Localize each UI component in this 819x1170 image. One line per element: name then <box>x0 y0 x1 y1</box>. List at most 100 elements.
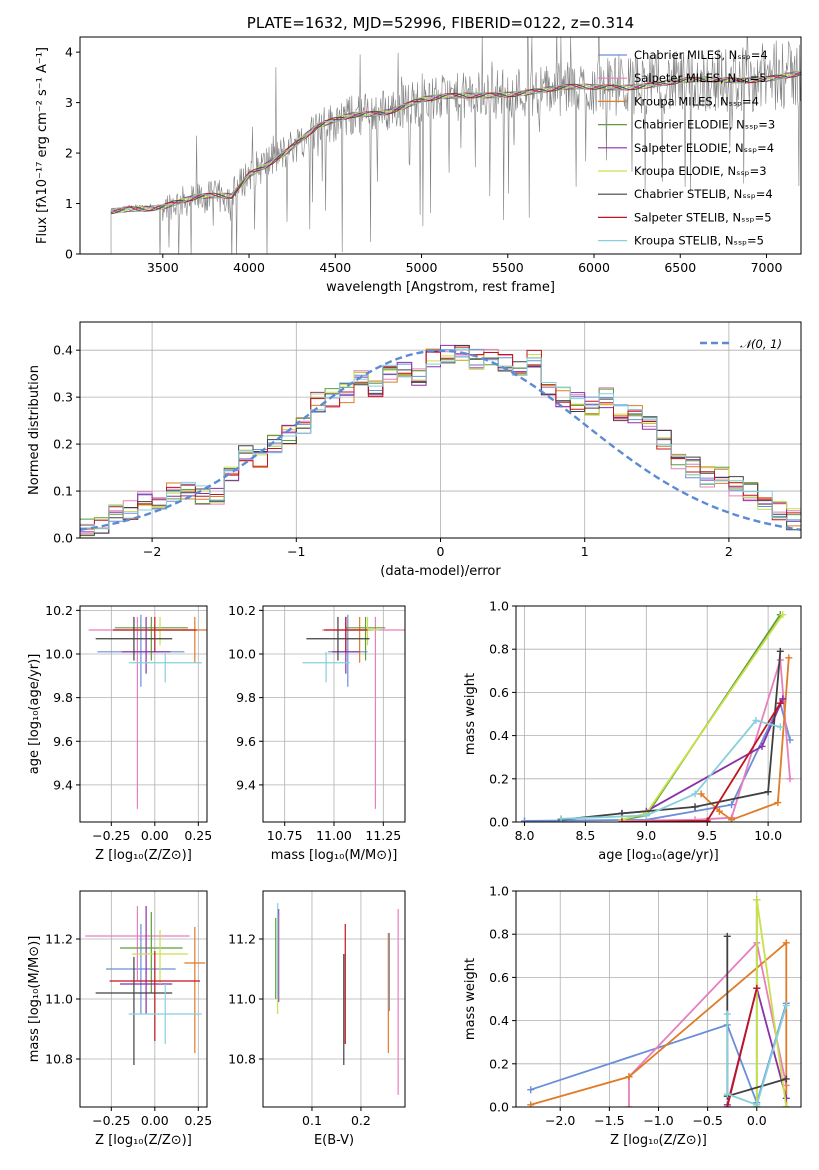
x-tick-label: 11.00 <box>316 828 352 843</box>
y-tick-label: 0.3 <box>53 390 73 405</box>
y-tick-label: 0.6 <box>489 685 509 700</box>
y-tick-label: 0.4 <box>489 728 509 743</box>
x-tick-label: 0.1 <box>302 1113 322 1128</box>
error-point <box>302 651 350 683</box>
series-marker <box>785 654 793 662</box>
chart-title: PLATE=1632, MJD=52996, FIBERID=0122, z=0… <box>247 14 634 32</box>
plot-area <box>275 903 399 1095</box>
observed-spectrum <box>110 37 801 254</box>
plot-area <box>110 37 801 254</box>
weight-series <box>723 984 761 1107</box>
x-tick-label: 10.0 <box>754 828 782 843</box>
y-tick-label: 9.6 <box>236 734 256 749</box>
x-tick-label: −2.0 <box>545 1113 575 1128</box>
plot-area <box>302 614 405 809</box>
x-axis-label: mass [log₁₀(M/M⊙)] <box>271 848 398 863</box>
series-marker <box>527 1086 535 1094</box>
error-point <box>109 951 201 1041</box>
error-point <box>184 927 206 1053</box>
series-line <box>628 940 788 1107</box>
y-tick-label: 11.2 <box>45 932 73 947</box>
series-marker <box>753 1101 761 1107</box>
error-point <box>128 651 202 683</box>
y-tick-label: 0.2 <box>53 437 73 452</box>
weight-series <box>723 1001 790 1107</box>
x-tick-label: 9.5 <box>697 828 717 843</box>
series-line <box>530 940 788 1107</box>
plot-area <box>80 344 801 537</box>
series-line <box>726 987 758 1107</box>
y-tick-label: 10.8 <box>45 1052 73 1067</box>
y-tick-label: 0.1 <box>53 484 73 499</box>
x-tick-label: 0.25 <box>184 828 212 843</box>
y-tick-label: 0.8 <box>489 642 509 657</box>
x-tick-label: 9.0 <box>636 828 656 843</box>
plot-area <box>85 906 206 1065</box>
error-point <box>97 614 185 687</box>
series-marker <box>782 939 790 947</box>
y-axis-label: mass weight <box>463 673 478 755</box>
age-vs-mass-chart: 10.75 11.00 11.25 9.4 9.6 9.8 10.0 10.2 mass [lo… <box>228 603 406 863</box>
series-marker <box>782 1001 790 1009</box>
error-point <box>120 906 173 1014</box>
series-marker <box>703 817 711 822</box>
x-tick-label: 7000 <box>751 260 783 275</box>
series-marker <box>758 742 766 750</box>
y-tick-label: 9.4 <box>236 777 256 792</box>
y-tick-label: 1.0 <box>489 599 509 614</box>
error-point <box>120 912 183 993</box>
plot-frame <box>262 890 406 1108</box>
x-tick-label: 0.00 <box>141 828 169 843</box>
y-tick-label: 10.2 <box>45 603 73 618</box>
series-marker <box>691 816 699 822</box>
y-tick-label: 9.8 <box>236 690 256 705</box>
y-tick-label: 10.0 <box>45 647 73 662</box>
legend: Chabrier MILES, Nₛₛₚ=4 Salpeter MILES, Nₛ… <box>598 48 775 248</box>
series-marker <box>642 812 650 820</box>
series-marker <box>776 723 784 731</box>
x-tick-label: −0.25 <box>92 828 130 843</box>
series-marker <box>697 790 705 798</box>
series-marker <box>776 699 784 707</box>
y-tick-label: 1.0 <box>489 884 509 899</box>
y-tick-label: 0.2 <box>489 771 509 786</box>
x-tick-label: 5500 <box>492 260 524 275</box>
plot-frame <box>79 36 802 255</box>
series-marker <box>691 803 699 811</box>
y-tick-label: 11.2 <box>228 932 256 947</box>
age-vs-Z-chart: −0.25 0.00 0.25 9.4 9.6 9.8 10.0 10.2 Z [log₁₀(Z… <box>27 603 212 863</box>
plot-area <box>88 614 207 809</box>
error-point <box>106 924 176 1014</box>
x-tick-label: 5000 <box>406 260 438 275</box>
y-tick-label: 3 <box>65 95 73 110</box>
legend: 𝒩(0, 1) <box>700 337 782 351</box>
error-point <box>95 957 173 1065</box>
error-point <box>306 616 370 661</box>
legend-entry: Kroupa ELODIE, Nₛₛₚ=3 <box>634 164 767 178</box>
legend-entry: Kroupa STELIB, Nₛₛₚ=5 <box>634 234 764 248</box>
y-tick-label: 4 <box>65 45 73 60</box>
x-tick-label: 0.00 <box>141 1113 169 1128</box>
histogram-series <box>80 346 801 526</box>
series-marker <box>752 716 760 724</box>
error-point <box>128 984 202 1044</box>
legend-entry: Salpeter ELODIE, Nₛₛₚ=4 <box>634 141 774 155</box>
x-axis-label: E(B-V) <box>314 1133 354 1148</box>
x-axis-label: wavelength [Angstrom, rest frame] <box>326 280 555 295</box>
legend-entry: 𝒩(0, 1) <box>740 337 782 351</box>
residuals-chart: −2 −1 0 1 2 0.0 0.1 0.2 0.3 0.4 (data-model)/error… <box>27 321 802 579</box>
spectrum-chart: 3500 4000 4500 5000 5500 6000 6500 7000 0 1 2 3 4 wav… <box>35 14 802 295</box>
series-marker <box>715 807 723 815</box>
series-marker <box>728 801 736 809</box>
y-tick-label: 10.0 <box>228 647 256 662</box>
weight-series <box>618 699 784 822</box>
series-marker <box>779 611 787 619</box>
error-point <box>88 616 187 809</box>
x-tick-label: −0.25 <box>92 1113 130 1128</box>
x-tick-label: −1.0 <box>643 1113 673 1128</box>
x-tick-label: −1.5 <box>594 1113 624 1128</box>
x-tick-label: 1 <box>581 544 589 559</box>
series-marker <box>776 647 784 655</box>
plot-area <box>521 611 794 822</box>
